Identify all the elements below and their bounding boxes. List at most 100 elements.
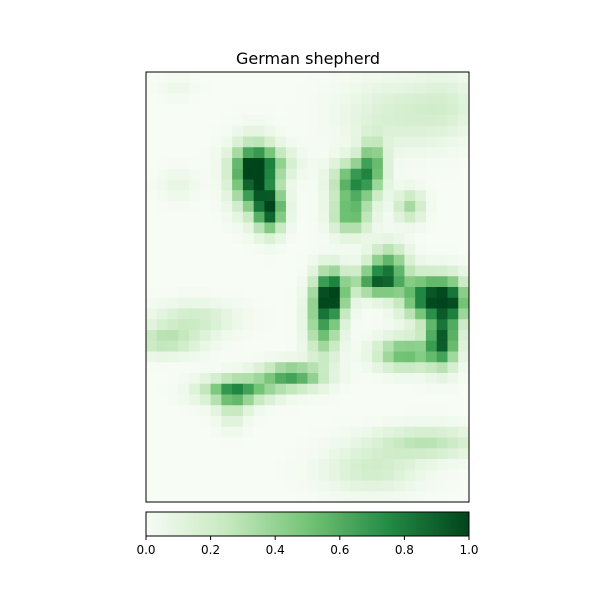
heatmap-cell <box>199 362 211 374</box>
heatmap-cell <box>318 93 330 105</box>
heatmap-cell <box>382 254 395 266</box>
heatmap-cell <box>458 469 470 481</box>
heatmap-cell <box>178 373 190 385</box>
heatmap-cell <box>296 426 308 438</box>
heatmap-cell <box>339 394 351 406</box>
heatmap-cell <box>404 168 416 180</box>
heatmap-cell <box>199 233 211 245</box>
heatmap-cell <box>199 469 211 481</box>
heatmap-cell <box>339 340 351 352</box>
heatmap-cell <box>318 491 330 503</box>
heatmap-cell <box>199 222 211 234</box>
heatmap-cell <box>458 330 470 342</box>
heatmap-cell <box>210 480 222 492</box>
heatmap-cell <box>350 93 362 105</box>
heatmap-cell <box>329 125 341 137</box>
heatmap-cell <box>425 233 438 245</box>
heatmap-cell <box>264 308 276 320</box>
heatmap-cell <box>146 190 158 202</box>
heatmap-cell <box>221 104 233 116</box>
heatmap-cell <box>167 72 179 84</box>
heatmap-cell <box>221 394 233 406</box>
heatmap-cell <box>242 179 255 191</box>
heatmap-cell <box>329 297 341 309</box>
heatmap-cell <box>264 394 276 406</box>
heatmap-cell <box>275 437 287 449</box>
heatmap-cell <box>264 82 276 94</box>
heatmap-cell <box>178 72 190 84</box>
heatmap-cell <box>146 125 158 137</box>
heatmap-cell <box>253 469 265 481</box>
heatmap-cell <box>264 147 276 159</box>
heatmap-cell <box>318 190 330 202</box>
heatmap-cell <box>253 448 265 460</box>
heatmap-cell <box>318 201 330 213</box>
heatmap-cell <box>199 340 211 352</box>
heatmap-cell <box>436 362 448 374</box>
heatmap-cell <box>329 394 341 406</box>
heatmap-cell <box>178 394 190 406</box>
heatmap-cell <box>350 340 362 352</box>
heatmap-cell <box>156 211 168 223</box>
heatmap-cell <box>318 330 330 342</box>
heatmap-cell <box>156 168 168 180</box>
heatmap-cell <box>425 362 438 374</box>
heatmap-cell <box>146 437 158 449</box>
heatmap-cell <box>372 448 384 460</box>
heatmap-cell <box>329 330 341 342</box>
heatmap-cell <box>350 362 362 374</box>
heatmap-cell <box>404 383 416 395</box>
heatmap-cell <box>382 222 395 234</box>
heatmap-cell <box>458 459 470 471</box>
heatmap-cell <box>242 93 255 105</box>
heatmap-cell <box>285 147 298 159</box>
heatmap-cell <box>146 459 158 471</box>
chart-title: German shepherd <box>236 49 380 68</box>
heatmap-cell <box>436 265 448 277</box>
heatmap-cell <box>156 125 168 137</box>
heatmap-cell <box>275 448 287 460</box>
heatmap-cell <box>221 276 233 288</box>
heatmap-cell <box>242 469 255 481</box>
heatmap-cell <box>242 82 255 94</box>
heatmap-cell <box>404 426 416 438</box>
heatmap-cell <box>178 319 190 331</box>
heatmap-cell <box>199 136 211 148</box>
heatmap-cell <box>329 158 341 170</box>
heatmap-cell <box>404 480 416 492</box>
heatmap-cell <box>447 254 459 266</box>
heatmap-cell <box>415 222 427 234</box>
heatmap-cell <box>393 480 405 492</box>
heatmap-cell <box>404 373 416 385</box>
heatmap-cell <box>264 340 276 352</box>
heatmap-cell <box>221 265 233 277</box>
heatmap-cell <box>339 276 351 288</box>
heatmap-cell <box>285 491 298 503</box>
heatmap-cell <box>447 222 459 234</box>
heatmap-cell <box>253 319 265 331</box>
heatmap-cell <box>264 125 276 137</box>
heatmap-cell <box>275 201 287 213</box>
heatmap-cell <box>232 351 244 363</box>
heatmap-cell <box>253 491 265 503</box>
heatmap-cell <box>210 158 222 170</box>
heatmap-cell <box>425 373 438 385</box>
heatmap-cell <box>339 136 351 148</box>
heatmap-cell <box>232 308 244 320</box>
heatmap-cell <box>146 72 158 84</box>
heatmap-cell <box>221 459 233 471</box>
heatmap-cell <box>318 244 330 256</box>
heatmap-cell <box>350 104 362 116</box>
heatmap-cell <box>458 82 470 94</box>
heatmap-cell <box>178 190 190 202</box>
heatmap-cell <box>382 201 395 213</box>
heatmap-cell <box>189 297 201 309</box>
heatmap-cell <box>447 104 459 116</box>
heatmap-cell <box>372 373 384 385</box>
heatmap-cell <box>275 426 287 438</box>
heatmap-cell <box>156 93 168 105</box>
heatmap-cell <box>329 254 341 266</box>
heatmap-cell <box>436 190 448 202</box>
heatmap-cell <box>458 147 470 159</box>
heatmap-cell <box>264 362 276 374</box>
